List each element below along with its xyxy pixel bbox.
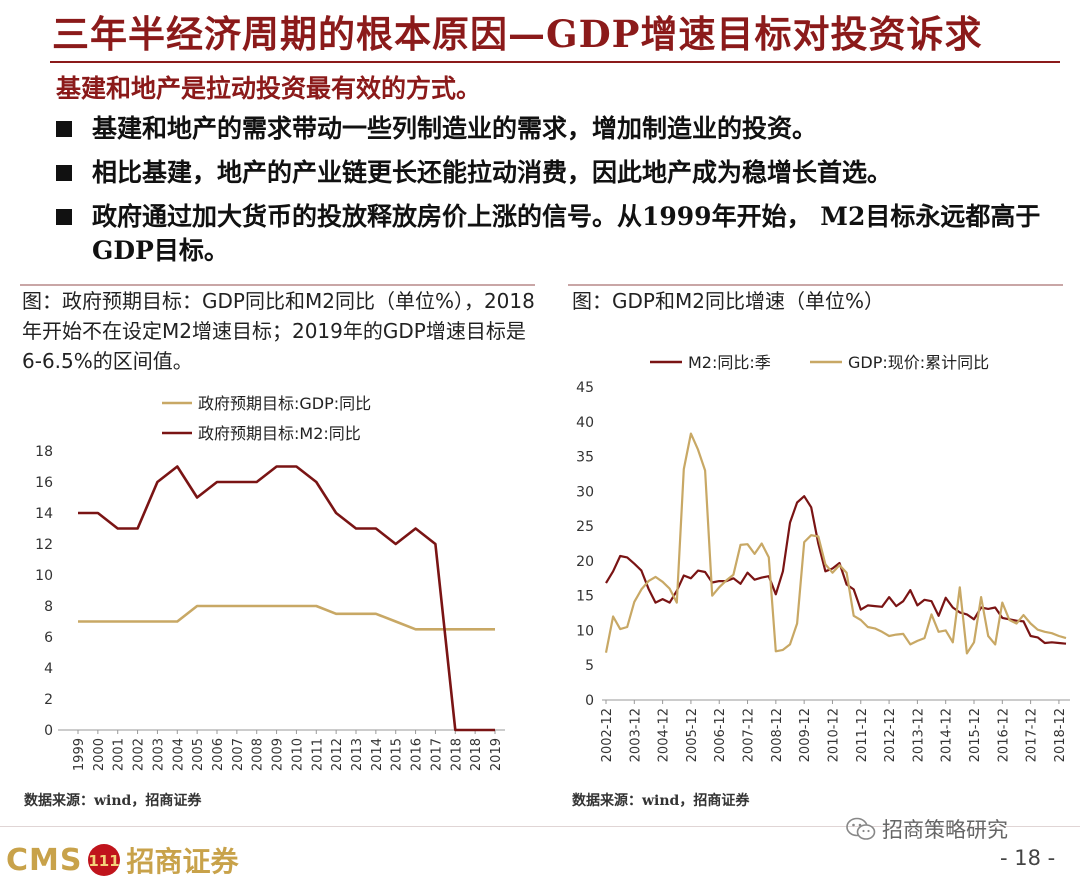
x-tick-label: 1999 bbox=[72, 738, 87, 771]
y-tick-label: 30 bbox=[576, 484, 594, 500]
y-tick-label: 0 bbox=[44, 723, 53, 739]
x-tick-label: 2006-12 bbox=[713, 708, 728, 762]
x-tick-label: 2007-12 bbox=[742, 708, 757, 762]
y-tick-label: 6 bbox=[44, 630, 53, 646]
bullet-text: 政府通过加大货币的投放释放房价上涨的信号。从1999年开始， M2目标永远都高于… bbox=[92, 202, 1041, 265]
series-line-1 bbox=[78, 465, 495, 732]
x-tick-label: 2007 bbox=[231, 738, 246, 771]
x-tick-label: 2012 bbox=[330, 738, 345, 771]
target-growth-chart: 0 2 4 6 8 10 12 14 16 18 1999 2000 2001 2002 2003 2004… bbox=[35, 394, 505, 771]
legend-label: 政府预期目标:GDP:同比 bbox=[198, 394, 371, 413]
y-tick-label: 0 bbox=[585, 693, 594, 709]
footer-divider bbox=[0, 826, 1080, 827]
x-tick-label: 2016 bbox=[410, 738, 425, 771]
y-tick-label: 18 bbox=[35, 444, 53, 460]
y-tick-label: 10 bbox=[35, 568, 53, 584]
y-tick-label: 45 bbox=[576, 380, 594, 396]
page-subtitle: 基建和地产是拉动投资最有效的方式。 bbox=[56, 74, 482, 103]
x-tick-label: 2010 bbox=[290, 738, 305, 771]
bullet-list: 基建和地产的需求带动一些列制造业的需求，增加制造业的投资。 相比基建，地产的产业… bbox=[56, 112, 1066, 278]
left-chart-caption: 图：政府预期目标：GDP同比和M2同比（单位%），2018年开始不在设定M2增速… bbox=[22, 289, 535, 373]
bullet-text: 基建和地产的需求带动一些列制造业的需求，增加制造业的投资。 bbox=[92, 114, 818, 143]
y-tick-label: 15 bbox=[576, 589, 594, 605]
bullet-text: 相比基建，地产的产业链更长还能拉动消费，因此地产成为稳增长首选。 bbox=[92, 158, 893, 187]
x-tick-label: 2011-12 bbox=[855, 708, 870, 762]
series-line-0 bbox=[605, 495, 1067, 645]
y-tick-label: 12 bbox=[35, 537, 53, 553]
left-data-source: 数据来源：wind，招商证券 bbox=[24, 793, 202, 809]
page-title: 三年半经济周期的根本原因—GDP增速目标对投资诉求 bbox=[52, 12, 983, 56]
x-tick-label: 2004-12 bbox=[657, 708, 672, 762]
x-tick-label: 2017 bbox=[429, 738, 444, 771]
logo-cms-text: CMS bbox=[6, 842, 83, 878]
cms-logo: CMS 111 招商证券 bbox=[6, 840, 239, 880]
legend-label: 政府预期目标:M2:同比 bbox=[198, 424, 361, 443]
x-tick-label: 2003 bbox=[151, 738, 166, 771]
y-tick-label: 8 bbox=[44, 599, 53, 615]
x-tick-label: 2008 bbox=[251, 738, 266, 771]
bullet-item: 政府通过加大货币的投放释放房价上涨的信号。从1999年开始， M2目标永远都高于… bbox=[56, 200, 1066, 268]
y-tick-label: 2 bbox=[44, 692, 53, 708]
left-panel-divider bbox=[20, 284, 535, 286]
square-bullet-icon bbox=[56, 209, 72, 225]
series-line-0 bbox=[78, 604, 495, 631]
x-tick-label: 2001 bbox=[112, 738, 127, 771]
x-tick-label: 2018 bbox=[469, 738, 484, 771]
y-tick-label: 4 bbox=[44, 661, 53, 677]
x-tick-label: 2019 bbox=[489, 738, 504, 771]
wechat-icon bbox=[846, 817, 876, 840]
y-tick-label: 35 bbox=[576, 450, 594, 466]
x-tick-label: 2012-12 bbox=[883, 708, 898, 762]
y-tick-label: 40 bbox=[576, 415, 594, 431]
right-panel-divider bbox=[568, 284, 1063, 286]
square-bullet-icon bbox=[56, 165, 72, 181]
x-tick-label: 2015 bbox=[390, 738, 405, 771]
x-tick-label: 2002 bbox=[132, 738, 147, 771]
x-tick-label: 2005-12 bbox=[685, 708, 700, 762]
y-tick-label: 5 bbox=[585, 658, 594, 674]
wechat-account-name: 招商策略研究 bbox=[882, 818, 1008, 842]
x-tick-label: 2009 bbox=[271, 738, 286, 771]
x-tick-label: 2016-12 bbox=[996, 708, 1011, 762]
y-tick-label: 20 bbox=[576, 554, 594, 570]
x-tick-label: 2002-12 bbox=[600, 708, 615, 762]
square-bullet-icon bbox=[56, 121, 72, 137]
x-tick-label: 2014-12 bbox=[940, 708, 955, 762]
right-chart-caption: 图：GDP和M2同比增速（单位%） bbox=[572, 289, 884, 313]
x-tick-label: 2014 bbox=[370, 738, 385, 771]
x-tick-label: 2011 bbox=[310, 738, 325, 771]
logo-badge-text: 111 bbox=[89, 852, 120, 870]
x-tick-label: 2009-12 bbox=[798, 708, 813, 762]
y-tick-label: 10 bbox=[576, 623, 594, 639]
title-divider bbox=[50, 61, 1060, 63]
page-number: - 18 - bbox=[1000, 846, 1056, 870]
right-data-source: 数据来源：wind，招商证券 bbox=[572, 793, 750, 809]
x-tick-label: 2000 bbox=[92, 738, 107, 771]
wechat-watermark: 招商策略研究 bbox=[846, 814, 1008, 844]
x-tick-label: 2006 bbox=[211, 738, 226, 771]
x-tick-label: 2008-12 bbox=[770, 708, 785, 762]
x-tick-label: 2018-12 bbox=[1053, 708, 1068, 762]
x-tick-label: 2010-12 bbox=[826, 708, 841, 762]
logo-company-name: 招商证券 bbox=[126, 845, 239, 878]
logo-badge-icon: 111 bbox=[88, 844, 121, 876]
x-tick-label: 2005 bbox=[191, 738, 206, 771]
x-tick-label: 2017-12 bbox=[1025, 708, 1040, 762]
x-tick-label: 2018 bbox=[449, 738, 464, 771]
x-tick-label: 2003-12 bbox=[628, 708, 643, 762]
y-tick-label: 14 bbox=[35, 506, 53, 522]
legend-label: M2:同比:季 bbox=[688, 353, 771, 372]
legend-label: GDP:现价:累计同比 bbox=[848, 353, 989, 372]
y-tick-label: 25 bbox=[576, 519, 594, 535]
x-tick-label: 2013-12 bbox=[911, 708, 926, 762]
x-tick-label: 2004 bbox=[171, 738, 186, 771]
x-tick-label: 2013 bbox=[350, 738, 365, 771]
y-tick-label: 16 bbox=[35, 475, 53, 491]
gdp-m2-growth-chart: 0 5 10 15 20 25 30 35 40 45 2002-12 2003-12 2004-12… bbox=[576, 353, 1070, 762]
series-line-1 bbox=[604, 432, 1067, 655]
bullet-item: 基建和地产的需求带动一些列制造业的需求，增加制造业的投资。 bbox=[56, 112, 1066, 146]
x-tick-label: 2015-12 bbox=[968, 708, 983, 762]
bullet-item: 相比基建，地产的产业链更长还能拉动消费，因此地产成为稳增长首选。 bbox=[56, 156, 1066, 190]
